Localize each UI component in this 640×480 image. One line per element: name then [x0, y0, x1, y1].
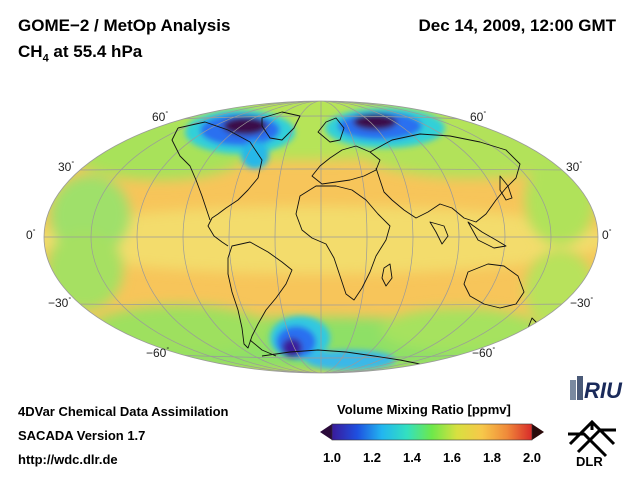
riu-logo-text: RIU: [584, 378, 623, 403]
dlr-logo: DLR: [568, 419, 616, 469]
footer-method: 4DVar Chemical Data Assimilation: [18, 404, 229, 419]
lat-label-right: 0°: [602, 228, 612, 242]
dlr-emblem-icon: [568, 419, 616, 458]
map-date: Dec 14, 2009, 12:00 GMT: [418, 16, 616, 35]
dlr-logo-text: DLR: [576, 454, 603, 469]
riu-logo: RIU: [570, 376, 623, 403]
colorbar: [320, 423, 544, 441]
lat-label-right: −30°: [570, 296, 594, 310]
lat-label-left: −30°: [48, 296, 72, 310]
colorbar-tick-label: 1.8: [482, 450, 502, 465]
colorbar-gradient: [332, 424, 532, 440]
colorbar-tick-label: 1.2: [362, 450, 382, 465]
colorbar-tick-label: 1.4: [402, 450, 422, 465]
lat-label-left: 30°: [58, 160, 75, 174]
lat-label-right: 30°: [566, 160, 583, 174]
colorbar-max-arrow: [532, 424, 544, 440]
colorbar-min-arrow: [320, 424, 332, 440]
footer-url: http://wdc.dlr.de: [18, 452, 118, 467]
lat-label-right: 60°: [470, 110, 487, 124]
lat-label-left: 0°: [26, 228, 36, 242]
colorbar-tick-label: 1.0: [322, 450, 342, 465]
colorbar-tick-label: 2.0: [522, 450, 542, 465]
coastlines: [171, 111, 539, 365]
graticule: [44, 101, 598, 373]
footer-version: SACADA Version 1.7: [18, 428, 146, 443]
colorbar-title: Volume Mixing Ratio [ppmv]: [337, 402, 511, 417]
map-subtitle: CH4 at 55.4 hPa: [18, 42, 143, 65]
lat-label-right: −60°: [472, 346, 496, 360]
lat-label-left: −60°: [146, 346, 170, 360]
lat-label-left: 60°: [152, 110, 169, 124]
map-title: GOME−2 / MetOp Analysis: [18, 16, 231, 35]
colorbar-tick-label: 1.6: [442, 450, 462, 465]
